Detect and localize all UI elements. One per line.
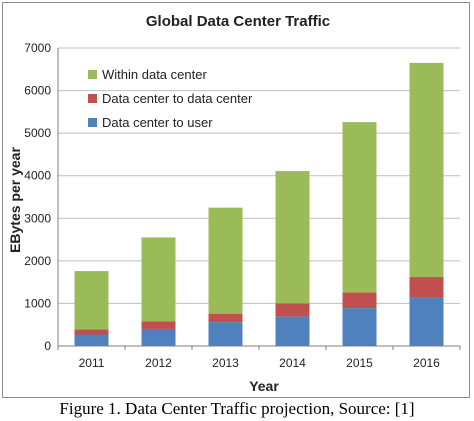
legend-label: Data center to user [102,115,213,130]
bar-segment [275,171,310,304]
legend-swatch [88,70,97,79]
bar-segment [342,122,377,293]
bar-segment [74,271,109,330]
x-axis-title: Year [249,378,279,394]
x-tick-label: 2014 [279,356,306,370]
legend-swatch [88,94,97,103]
x-tick-label: 2013 [212,356,239,370]
y-tick-label: 3000 [24,211,51,225]
bar-segment [141,328,176,346]
bar-segment [342,308,377,346]
bar-segment [275,303,310,317]
x-tick-label: 2016 [413,356,440,370]
legend: Within data center Data center to data ce… [88,67,253,130]
bars [74,62,444,346]
y-tick-label: 5000 [24,126,51,140]
bar-segment [141,321,176,329]
bar-segment [208,313,243,323]
y-axis-title: EBytes per year [7,147,23,253]
bar-segment [74,329,109,335]
y-tick-label: 0 [44,339,51,353]
bar-segment [409,277,444,298]
bar-segment [208,207,243,314]
y-tick-label: 1000 [24,296,51,310]
legend-swatch [88,118,97,127]
x-tick-label: 2015 [346,356,373,370]
y-tick-label: 7000 [24,41,51,55]
bar-segment [141,237,176,322]
grid [58,47,460,304]
y-tick-label: 4000 [24,169,51,183]
legend-label: Within data center [102,67,207,82]
bar-segment [409,297,444,346]
bar-segment [208,322,243,346]
x-tick-label: 2011 [79,356,105,370]
chart-title: Global Data Center Traffic [146,13,330,30]
legend-label: Data center to data center [102,91,253,106]
x-tick-label: 2012 [145,356,172,370]
bar-segment [409,62,444,278]
bar-segment [74,334,109,346]
figure-caption: Figure 1. Data Center Traffic projection… [59,399,415,418]
stacked-bar-chart: Global Data Center Traffic 0 1000 2000 3000… [7,13,461,394]
axes: 0 1000 2000 3000 4000 5000 6000 7000 2011 2012 201… [24,41,461,370]
bar-segment [342,292,377,309]
bar-segment [275,316,310,346]
y-tick-label: 6000 [24,84,51,98]
y-tick-label: 2000 [24,254,51,268]
